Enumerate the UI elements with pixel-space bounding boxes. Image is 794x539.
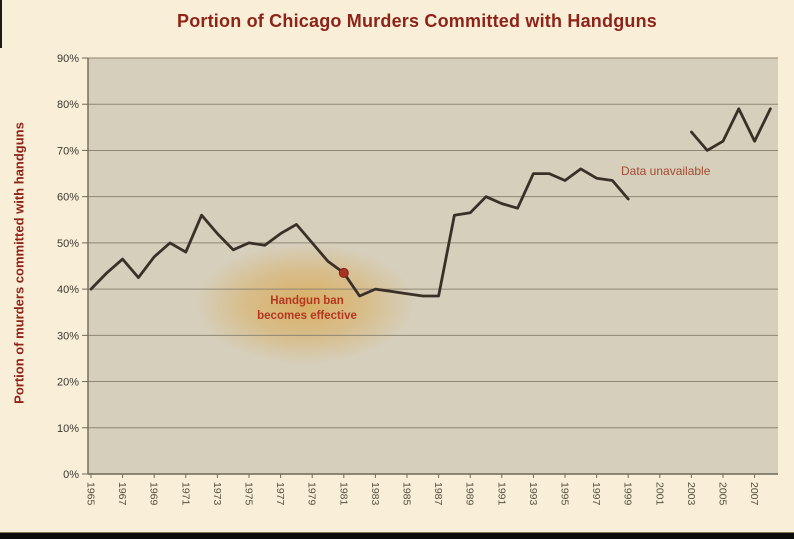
- series-line: [89, 167, 630, 298]
- x-tick-label: 1995: [559, 482, 571, 506]
- y-tick-label: 30%: [57, 330, 79, 342]
- y-tick-label: 70%: [57, 145, 79, 157]
- x-tick-label: 1977: [274, 482, 286, 506]
- left-edge-artifact: [0, 0, 2, 48]
- x-tick-label: 2001: [653, 482, 665, 506]
- x-tick-label: 1969: [148, 482, 160, 506]
- x-tick-label: 1993: [527, 482, 539, 506]
- bottom-accent-line: [0, 532, 794, 533]
- x-tick-label: 1983: [369, 482, 381, 506]
- y-tick-label: 80%: [57, 99, 79, 111]
- y-tick-label: 90%: [57, 53, 79, 65]
- x-tick-label: 1985: [401, 482, 413, 506]
- y-tick-label: 50%: [57, 238, 79, 250]
- x-tick-label: 1975: [243, 482, 255, 506]
- letterbox-bar: [0, 533, 794, 539]
- y-tick-label: 60%: [57, 192, 79, 204]
- x-tick-label: 1967: [116, 482, 128, 506]
- y-tick-label: 10%: [57, 423, 79, 435]
- y-tick-label: 0%: [63, 469, 79, 481]
- x-tick-label: 2005: [717, 482, 729, 506]
- x-tick-label: 1971: [179, 482, 191, 506]
- x-tick-label: 2007: [748, 482, 760, 506]
- x-tick-label: 1997: [590, 482, 602, 506]
- handgun-ban-annotation-line2: becomes effective: [257, 310, 357, 322]
- handgun-ban-glow: [195, 244, 415, 364]
- handgun-ban-annotation: Handgun ban becomes effective: [202, 294, 412, 324]
- y-tick-label: 40%: [57, 284, 79, 296]
- x-tick-label: 1999: [622, 482, 634, 506]
- x-tick-label: 2003: [685, 482, 697, 506]
- x-tick-label: 1989: [464, 482, 476, 506]
- series-line: [690, 107, 772, 152]
- data-unavailable-label: Data unavailable: [621, 164, 711, 178]
- y-tick-label: 20%: [57, 377, 79, 389]
- chart-title: Portion of Chicago Murders Committed wit…: [177, 11, 657, 31]
- x-tick-label: 1965: [85, 482, 97, 506]
- x-tick-label: 1981: [337, 482, 349, 506]
- x-tick-label: 1973: [211, 482, 223, 506]
- x-tick-label: 1987: [432, 482, 444, 506]
- handgun-ban-annotation-line1: Handgun ban: [270, 295, 344, 307]
- plot-area: [88, 58, 778, 474]
- handgun-ban-marker-dot: [338, 267, 349, 278]
- x-tick-label: 1979: [306, 482, 318, 506]
- x-tick-label: 1991: [495, 482, 507, 506]
